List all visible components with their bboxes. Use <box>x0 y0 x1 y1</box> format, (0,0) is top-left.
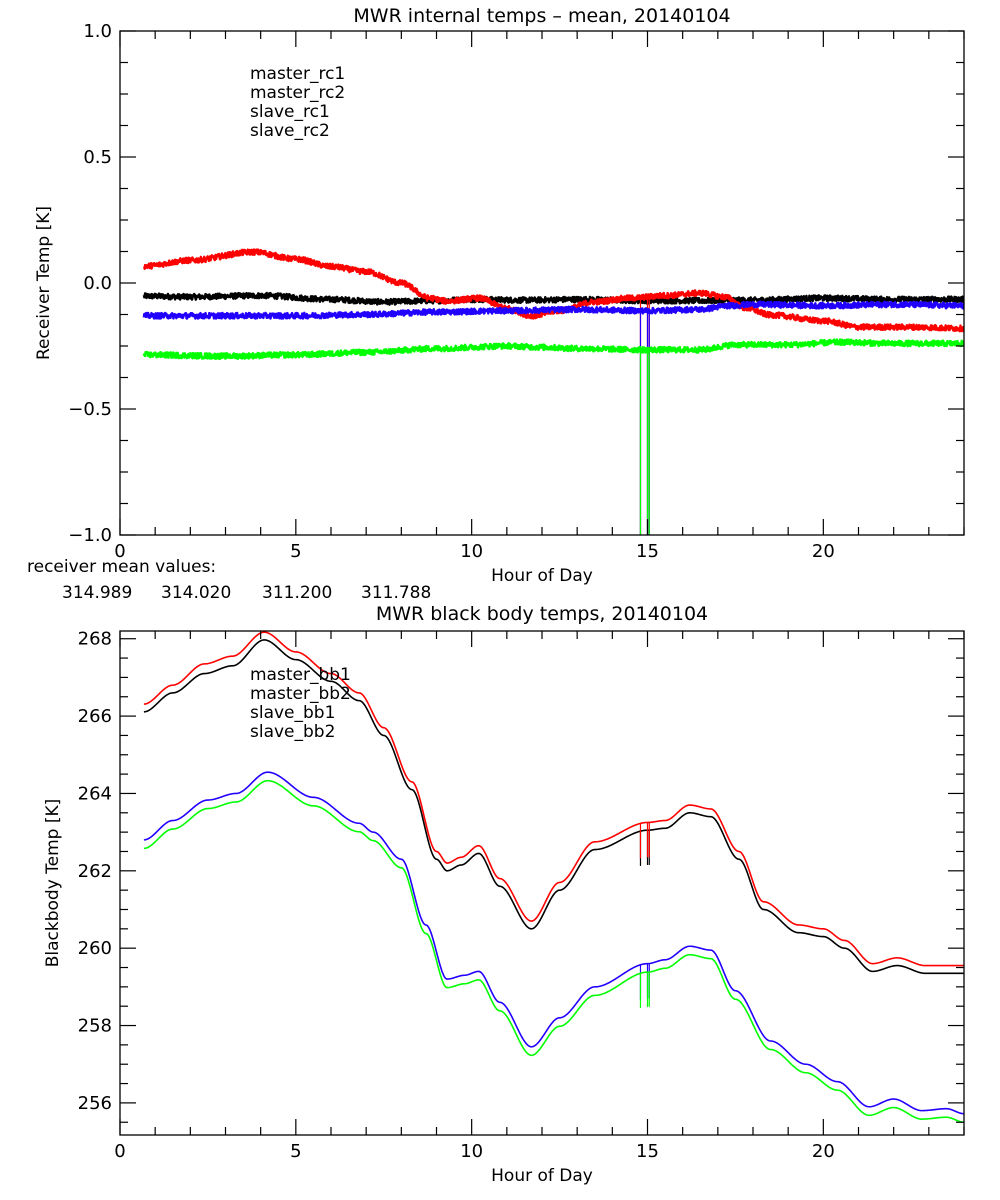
receiver-mean-value-3: 311.200 <box>262 583 332 603</box>
chart1-legend-entry-master_rc2: master_rc2 <box>250 83 345 103</box>
chart2-series-master_bb1 <box>143 639 964 975</box>
chart1-xlabel: Hour of Day <box>491 566 593 586</box>
chart1-plot-area: 0 5 10 15 20 1.0 0.5 0.0 −0.5 −1.0 master_rc1maste… <box>68 21 965 562</box>
chart2-ytick-label: 268 <box>78 629 112 650</box>
chart2-legend-entry-slave_bb2: slave_bb2 <box>250 722 335 742</box>
receiver-mean-values: 314.989 314.020 311.200 311.788 <box>62 583 431 603</box>
chart1-ytick-label: −0.5 <box>68 399 112 420</box>
chart1-ytick-label: 0.0 <box>83 273 112 294</box>
chart2-xtick-label: 0 <box>114 1141 125 1162</box>
chart2-series-slave_bb1 <box>143 771 964 1115</box>
chart2-xtick-label: 10 <box>460 1141 483 1162</box>
chart1-axes-frame <box>119 30 965 536</box>
chart2-axes-frame <box>119 630 965 1136</box>
chart1-legend-entry-slave_rc2: slave_rc2 <box>250 121 330 141</box>
chart2-ylabel: Blackbody Temp [K] <box>43 799 63 968</box>
chart2-xlabel: Hour of Day <box>491 1166 593 1186</box>
chart1-series-group <box>142 248 964 535</box>
chart1-series-master_rc1 <box>142 291 964 306</box>
chart1-ytick-label: −1.0 <box>68 525 112 546</box>
chart2-ytick-label: 256 <box>78 1093 112 1114</box>
chart2-xtick-label: 15 <box>636 1141 659 1162</box>
chart2-series-slave_bb2 <box>143 779 964 1124</box>
chart2-ytick-label: 258 <box>78 1016 112 1037</box>
chart1-xtick-label: 10 <box>460 541 483 562</box>
chart2-legend-entry-slave_bb1: slave_bb1 <box>250 703 335 723</box>
chart1-legend-entry-slave_rc1: slave_rc1 <box>250 102 330 122</box>
chart1-ytick-label: 1.0 <box>83 21 112 42</box>
chart2-legend-entry-master_bb2: master_bb2 <box>250 684 351 704</box>
chart1-series-slave_rc2 <box>142 338 964 361</box>
chart2-ytick-label: 260 <box>78 938 112 959</box>
chart1-series-slave_rc1 <box>142 300 964 320</box>
chart2-title: MWR black body temps, 20140104 <box>376 603 708 625</box>
chart2-xtick-label: 20 <box>812 1141 835 1162</box>
receiver-mean-value-2: 314.020 <box>161 583 231 603</box>
chart2-ytick-label: 266 <box>78 706 112 727</box>
chart2-ytick-label: 262 <box>78 861 112 882</box>
chart2-series-master_bb2 <box>143 631 964 967</box>
chart2-plot-area: 0 5 10 15 20 268 266 264 262 260 258 256 master_bb1m… <box>78 629 965 1162</box>
receiver-mean-label: receiver mean values: <box>27 557 216 577</box>
chart2-legend-entry-master_bb1: master_bb1 <box>250 665 351 685</box>
chart1-legend-entry-master_rc1: master_rc1 <box>250 64 345 84</box>
chart1-xtick-label: 0 <box>114 541 125 562</box>
chart1-title: MWR internal temps – mean, 20140104 <box>353 5 730 27</box>
chart2-series-group <box>143 631 964 1124</box>
chart2-ytick-label: 264 <box>78 783 112 804</box>
receiver-mean-value-4: 311.788 <box>361 583 431 603</box>
receiver-mean-value-1: 314.989 <box>62 583 132 603</box>
chart1-xtick-label: 5 <box>290 541 301 562</box>
chart2-xtick-label: 5 <box>290 1141 301 1162</box>
chart1-ytick-label: 0.5 <box>83 147 112 168</box>
chart1-xtick-label: 15 <box>636 541 659 562</box>
chart1-ylabel: Receiver Temp [K] <box>34 206 54 360</box>
chart1-xtick-label: 20 <box>812 541 835 562</box>
